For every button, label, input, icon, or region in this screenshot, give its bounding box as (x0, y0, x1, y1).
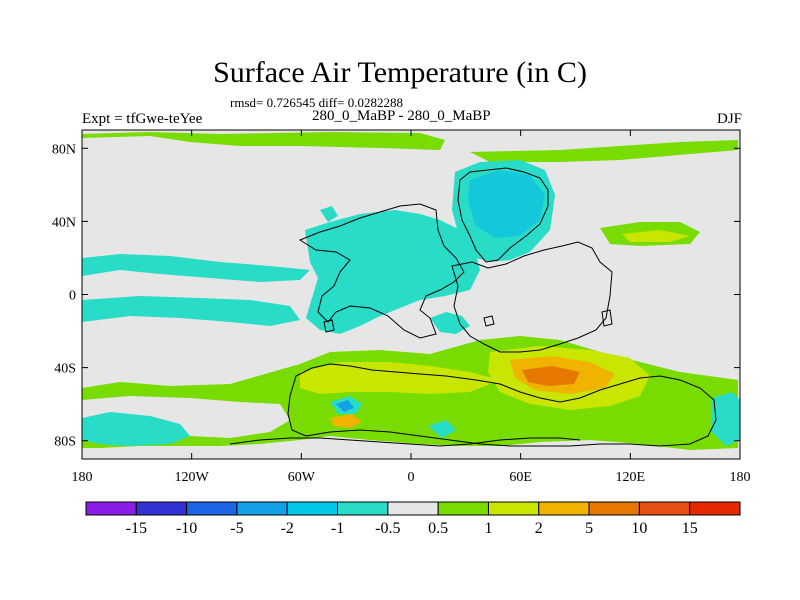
colorbar-label: -0.5 (375, 520, 400, 537)
colorbar-label: 5 (585, 520, 593, 537)
colorbar-swatch (538, 501, 590, 516)
temperature-field (82, 130, 740, 459)
island-c (601, 309, 613, 327)
experiment-label: Expt = tfGwe-teYee (82, 111, 203, 127)
colorbar-swatch (387, 501, 439, 516)
colorbar-swatch (286, 501, 339, 516)
equatorial-pacific-cool-band (82, 296, 300, 326)
y-tick-label: 40S (54, 362, 76, 377)
colorbar-label: -2 (281, 520, 294, 537)
chart-title: Surface Air Temperature (in C) (213, 56, 587, 89)
asia-warm-core (622, 230, 690, 242)
coastlines (229, 167, 717, 447)
tropical-pacific-cool-band (82, 254, 310, 282)
colorbar-swatch (487, 501, 540, 516)
x-axis: 180 120W 60W 0 60E 120E 180 (72, 130, 751, 485)
x-tick-label: 180 (72, 470, 93, 485)
y-tick-label: 40N (52, 215, 76, 230)
colorbar-label: 15 (682, 520, 698, 537)
colorbar-swatch (236, 501, 288, 516)
antarctic-cool-core (336, 400, 354, 412)
greenland-coast (457, 167, 549, 263)
antarctic-warm-spot (330, 414, 362, 428)
colorbar-label: 10 (631, 520, 647, 537)
y-tick-label: 80N (52, 142, 76, 157)
small-cool-patch (320, 206, 338, 222)
antarctic-coast (229, 437, 581, 447)
colorbar-swatch (85, 501, 137, 516)
x-tick-label: 180 (730, 470, 751, 485)
colorbar-swatch (689, 501, 741, 516)
indian-ocean-hot-spot (522, 366, 580, 386)
x-tick-label: 0 (408, 470, 415, 485)
x-tick-label: 60W (288, 470, 316, 485)
x-tick-label: 120W (175, 470, 210, 485)
north-america-coast (298, 203, 465, 339)
south-central-cool-patch (428, 420, 456, 438)
colorbar: -15 -10 -5 -2 -1 -0.5 0.5 1 2 5 10 15 (85, 501, 741, 537)
southern-continent-coast (287, 363, 717, 447)
colorbar-label: -15 (126, 520, 147, 537)
south-warm-core (300, 362, 500, 394)
y-tick-label: 80S (54, 435, 76, 450)
north-atlantic-cool-core (468, 170, 545, 238)
arctic-warm-band (82, 132, 445, 150)
colorbar-swatch (135, 501, 188, 516)
north-pacific-warm-band (470, 140, 738, 162)
x-tick-label: 120E (616, 470, 646, 485)
y-axis: 80N 40N 0 40S 80S (52, 142, 740, 450)
colorbar-label: 1 (484, 520, 492, 537)
season-label: DJF (716, 111, 742, 127)
eurasia-coast (451, 241, 613, 353)
colorbar-label: -10 (176, 520, 197, 537)
island-b (483, 315, 495, 327)
southeast-cool-patch (712, 392, 740, 446)
colorbar-swatch (437, 501, 489, 516)
stats-label: rmsd= 0.726545 diff= 0.0282288 (230, 95, 403, 110)
y-tick-label: 0 (69, 289, 76, 304)
colorbar-swatch (337, 501, 389, 516)
eastern-cool-patch (430, 312, 470, 334)
island-a (323, 319, 335, 333)
colorbar-swatch (638, 501, 691, 516)
colorbar-swatch (588, 501, 640, 516)
south-pacific-cool-region (82, 412, 190, 446)
x-tick-label: 60E (509, 470, 532, 485)
comparison-label: 280_0_MaBP - 280_0_MaBP (312, 108, 491, 124)
colorbar-label: -1 (331, 520, 344, 537)
colorbar-label: -5 (230, 520, 243, 537)
colorbar-swatch (186, 501, 238, 516)
colorbar-label: 0.5 (428, 520, 448, 537)
atlantic-cool-region (305, 210, 480, 334)
colorbar-label: 2 (535, 520, 543, 537)
